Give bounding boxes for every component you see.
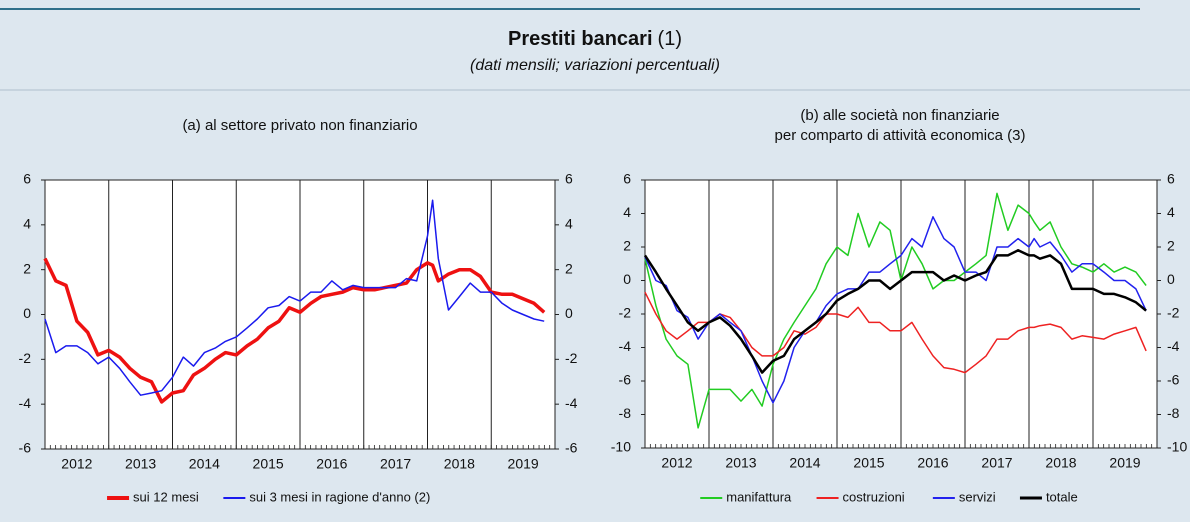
y-tick-label: 4 [623, 204, 631, 220]
y2-tick-label: 4 [1167, 204, 1175, 220]
page-subtitle: (dati mensili; variazioni percentuali) [470, 57, 720, 74]
x-tick-label: 2014 [789, 455, 820, 471]
x-tick-label: 2017 [380, 456, 411, 472]
x-tick-label: 2019 [508, 456, 539, 472]
title-main: Prestiti bancari [508, 28, 653, 50]
x-tick-label: 2018 [1045, 455, 1076, 471]
y2-tick-label: 6 [1167, 171, 1175, 187]
page-title: Prestiti bancari (1) [508, 28, 682, 50]
y2-tick-label: -4 [565, 395, 578, 411]
legend: manifattura costruzioni servizi totale [700, 489, 1078, 504]
y2-tick-label: -2 [1167, 305, 1180, 321]
x-tick-label: 2014 [189, 456, 220, 472]
title-note: (1) [658, 28, 682, 50]
legend-label: servizi [959, 489, 996, 504]
x-tick-label: 2012 [61, 456, 92, 472]
series-line [43, 257, 546, 404]
x-tick-label: 2012 [661, 455, 692, 471]
legend-label: sui 12 mesi [133, 489, 199, 504]
y2-tick-label: -8 [1167, 405, 1180, 421]
y-tick-label: -2 [619, 305, 632, 321]
x-tick-label: 2019 [1109, 455, 1140, 471]
x-tick-label: 2013 [725, 455, 756, 471]
chart-title: (a) al settore privato non finanziario [182, 117, 417, 134]
y-tick-label: -4 [19, 395, 32, 411]
y-tick-label: 6 [23, 171, 31, 187]
y2-tick-label: 4 [565, 216, 573, 232]
x-tick-label: 2015 [853, 455, 884, 471]
y-tick-label: 4 [23, 216, 31, 232]
legend-label: manifattura [726, 489, 792, 504]
legend-label: totale [1046, 489, 1078, 504]
y2-tick-label: 0 [1167, 271, 1175, 287]
legend-label: costruzioni [843, 489, 905, 504]
legend: sui 12 mesi sui 3 mesi in ragione d'anno … [107, 489, 430, 504]
y-tick-label: -6 [19, 440, 32, 456]
y2-tick-label: 2 [1167, 238, 1175, 254]
y-tick-label: -2 [19, 350, 32, 366]
y2-tick-label: 2 [565, 260, 573, 276]
y-tick-label: -10 [611, 439, 631, 455]
y-tick-label: -8 [619, 405, 632, 421]
series-line [644, 291, 1147, 374]
x-tick-label: 2016 [917, 455, 948, 471]
y-tick-label: 6 [623, 171, 631, 187]
chart-title: (b) alle società non finanziarie [800, 107, 999, 124]
series-line [644, 216, 1147, 404]
y-tick-label: 2 [23, 260, 31, 276]
x-tick-label: 2015 [253, 456, 284, 472]
legend-label: sui 3 mesi in ragione d'anno (2) [249, 489, 430, 504]
y-tick-label: 0 [23, 305, 31, 321]
y-tick-label: 0 [623, 271, 631, 287]
y2-tick-label: -2 [565, 350, 578, 366]
x-tick-label: 2018 [444, 456, 475, 472]
series-line [44, 199, 545, 396]
x-tick-label: 2017 [981, 455, 1012, 471]
y2-tick-label: -6 [565, 440, 578, 456]
series-line [643, 249, 1147, 374]
y2-tick-label: -6 [1167, 372, 1180, 388]
x-tick-label: 2016 [316, 456, 347, 472]
y-tick-label: -6 [619, 372, 632, 388]
y2-tick-label: -10 [1167, 439, 1187, 455]
x-tick-label: 2013 [125, 456, 156, 472]
y2-tick-label: 6 [565, 171, 573, 187]
y-tick-label: 2 [623, 238, 631, 254]
y-tick-label: -4 [619, 338, 632, 354]
chart-title: per comparto di attività economica (3) [775, 127, 1026, 144]
y2-tick-label: 0 [565, 305, 573, 321]
y2-tick-label: -4 [1167, 338, 1180, 354]
